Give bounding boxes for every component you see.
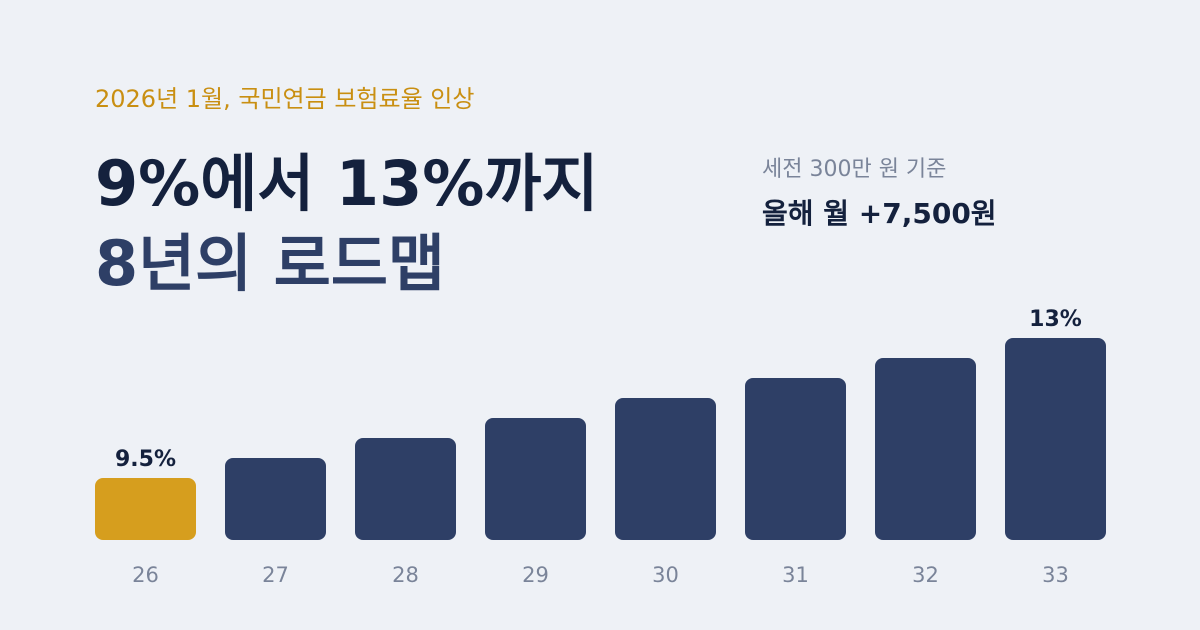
x-tick-label: 26 [132,563,159,587]
bar [875,358,976,540]
title-line: 9%에서 13%까지 [95,147,598,220]
bar [1005,338,1106,540]
title-line: 8년의 로드맵 [95,227,445,300]
x-tick-label: 32 [912,563,939,587]
bar [225,458,326,540]
annotation: 세전 300만 원 기준 [762,157,946,182]
annotation: 올해 월 +7,500원 [762,197,997,230]
value-label: 9.5% [115,447,176,472]
bar [615,398,716,540]
x-tick-label: 27 [262,563,289,587]
x-tick-label: 31 [782,563,809,587]
bar [95,478,196,540]
x-tick-label: 28 [392,563,419,587]
value-label: 13% [1029,307,1082,332]
x-tick-label: 33 [1042,563,1069,587]
subtitle: 2026년 1월, 국민연금 보험료율 인상 [95,85,474,113]
bar [355,438,456,540]
bar [485,418,586,540]
x-tick-label: 30 [652,563,679,587]
x-tick-label: 29 [522,563,549,587]
bar [745,378,846,540]
